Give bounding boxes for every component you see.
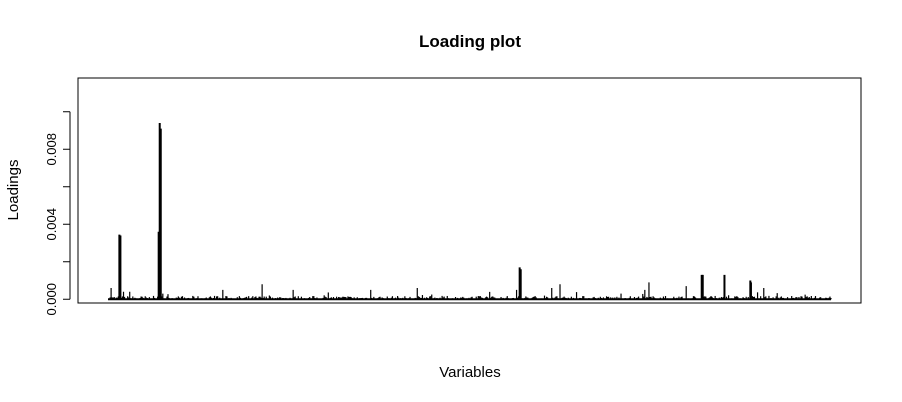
y-tick-label: 0.004 <box>44 208 59 241</box>
y-axis-label: Loadings <box>5 160 22 221</box>
y-tick-label: 0.000 <box>44 283 59 316</box>
x-axis-label: Variables <box>439 364 500 381</box>
y-axis: 0.000 0.004 0.008 <box>44 111 71 316</box>
plot-frame <box>77 77 862 304</box>
chart-title: Loading plot <box>419 32 521 51</box>
loading-bars <box>108 123 832 301</box>
y-tick-label: 0.008 <box>44 133 59 166</box>
